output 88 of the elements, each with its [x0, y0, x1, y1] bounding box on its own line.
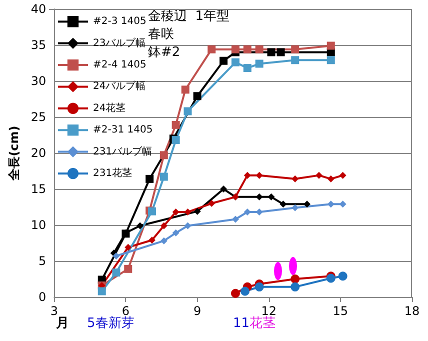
- legend-label: 231花茎: [93, 167, 132, 179]
- point: [255, 60, 264, 68]
- point: [184, 208, 192, 216]
- point: [181, 86, 190, 94]
- legend-label: #2-3 1405: [93, 16, 146, 28]
- point: [112, 252, 120, 260]
- point: [291, 45, 300, 54]
- point: [267, 48, 276, 56]
- y-tick-label: 5: [38, 254, 46, 268]
- point: [327, 175, 334, 182]
- point: [327, 200, 334, 208]
- point: [304, 200, 311, 208]
- point: [339, 200, 346, 208]
- y-tick-label: 10: [30, 218, 46, 232]
- point: [136, 222, 144, 230]
- point: [315, 172, 322, 179]
- point: [243, 64, 252, 72]
- point: [220, 186, 228, 192]
- y-tick-label: 35: [30, 38, 46, 52]
- y-axis-title: 全長(cm): [7, 126, 21, 182]
- point: [148, 236, 156, 244]
- point: [292, 204, 299, 212]
- point: [172, 229, 180, 236]
- y-tick-label: 25: [30, 110, 46, 124]
- y-tick-label: 20: [30, 146, 46, 160]
- point: [124, 244, 132, 251]
- point: [124, 264, 132, 273]
- legend-label: #2-31 1405: [93, 124, 153, 136]
- point: [256, 172, 263, 179]
- point: [280, 200, 287, 208]
- x-axis-title: 月: [55, 316, 69, 331]
- legend-label: 23バルブ幅: [93, 36, 146, 49]
- legend-label: 231バルブ幅: [93, 145, 152, 158]
- point: [256, 193, 263, 200]
- point: [231, 58, 240, 66]
- point: [230, 288, 240, 298]
- point: [146, 174, 154, 183]
- y-tick-label: 15: [30, 182, 46, 196]
- legend-label: 24花茎: [93, 102, 126, 114]
- annotation: 春咲: [148, 27, 174, 42]
- point: [256, 208, 263, 216]
- point: [254, 282, 264, 292]
- y-tick-label: 40: [30, 2, 46, 16]
- point: [160, 237, 168, 244]
- point: [208, 200, 216, 207]
- point: [160, 222, 168, 230]
- point: [339, 172, 346, 179]
- point: [244, 172, 251, 179]
- point: [276, 48, 285, 56]
- point: [292, 175, 299, 182]
- text: 11花茎: [233, 316, 276, 331]
- point: [160, 172, 168, 181]
- point: [208, 45, 216, 54]
- point: [338, 272, 348, 281]
- y-tick-label: 30: [30, 74, 46, 88]
- point: [98, 287, 106, 296]
- x-tick-label: 9: [193, 304, 202, 318]
- point: [290, 282, 300, 292]
- point: [220, 56, 228, 65]
- point: [172, 208, 180, 216]
- point: [112, 268, 120, 277]
- point: [243, 45, 252, 54]
- x-tick-label: 18: [404, 304, 420, 318]
- point: [231, 45, 240, 54]
- point: [244, 208, 251, 216]
- point: [160, 151, 168, 160]
- point: [193, 92, 202, 100]
- x-tick-label: 3: [50, 304, 58, 318]
- point: [240, 286, 250, 296]
- point: [326, 56, 335, 64]
- legend-label: #2-4 1405: [93, 60, 146, 70]
- point: [172, 136, 180, 144]
- point: [255, 45, 264, 54]
- point: [291, 56, 300, 64]
- point: [290, 274, 300, 284]
- x-tick-label: 15: [332, 304, 348, 318]
- annotation: 鉢#2: [148, 45, 180, 60]
- legend-label: 24バルブ幅: [93, 80, 146, 92]
- point: [326, 42, 335, 50]
- point: [184, 222, 192, 230]
- chart-title: 金稜辺 1年型: [148, 9, 230, 24]
- point: [268, 193, 275, 200]
- text: 5春新芽: [87, 316, 134, 331]
- point: [232, 216, 239, 223]
- point: [184, 107, 192, 116]
- point: [172, 120, 180, 129]
- point: [194, 208, 201, 215]
- y-tick-label: 0: [38, 290, 46, 304]
